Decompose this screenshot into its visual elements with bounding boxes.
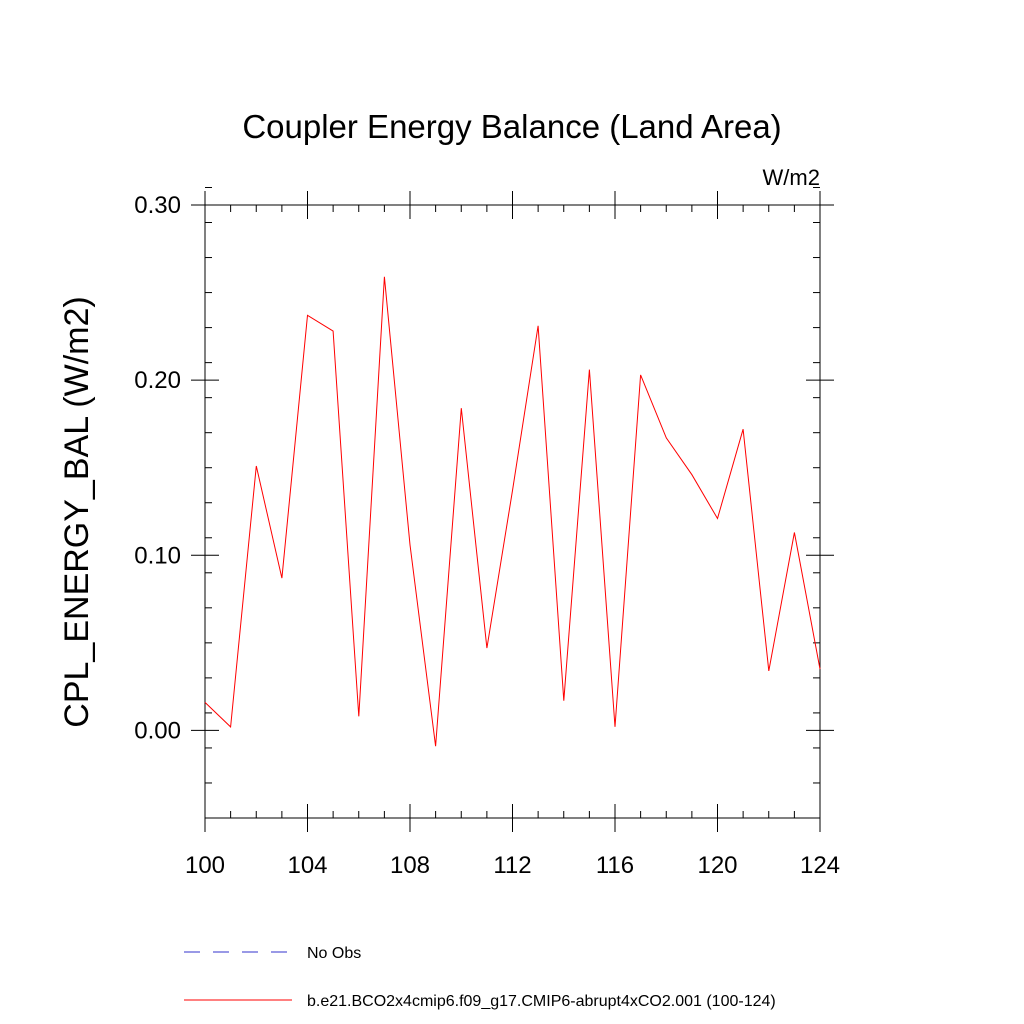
x-tick-label: 120 [697,852,737,879]
legend: No Obs b.e21.BCO2x4cmip6.f09_g17.CMIP6-ab… [184,945,776,1010]
x-tick-label: 116 [596,852,634,879]
y-ticks: 0.00 0.10 0.20 0.30 [134,186,834,819]
x-tick-label: 104 [287,852,327,879]
y-tick-label: 0.30 [134,192,181,219]
series-line [204,276,821,747]
x-tick-label: 124 [800,852,840,879]
series-layer [204,276,821,747]
y-axis-label: CPL_ENERGY_BAL (W/m2) [58,296,96,727]
x-tick-label: 108 [390,852,430,879]
y-tick-label: 0.00 [134,717,181,744]
x-tick-label: 100 [185,852,225,879]
units-label: W/m2 [763,165,820,190]
x-tick-label: 112 [493,852,531,879]
x-ticks: 100 104 108 112 116 120 124 [185,191,840,879]
chart-title: Coupler Energy Balance (Land Area) [242,108,781,145]
y-tick-label: 0.20 [134,367,181,394]
legend-label: b.e21.BCO2x4cmip6.f09_g17.CMIP6-abrupt4x… [307,993,776,1010]
legend-label: No Obs [307,945,361,962]
y-tick-label: 0.10 [134,542,181,569]
plot-frame [204,204,821,819]
